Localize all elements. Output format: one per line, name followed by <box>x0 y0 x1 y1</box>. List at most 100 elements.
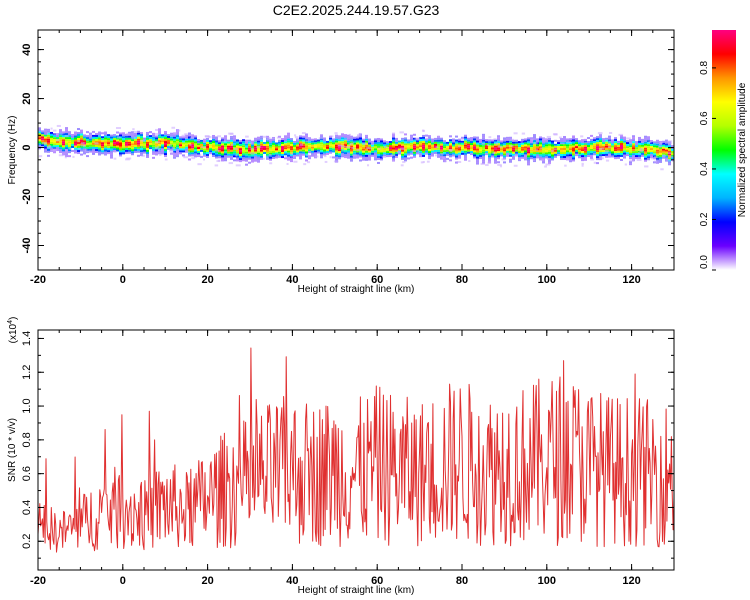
heatmap-speck <box>441 156 445 159</box>
heatmap-cell <box>68 139 71 142</box>
heatmap-cell <box>221 141 224 144</box>
heatmap-cell <box>422 138 425 141</box>
heatmap-cell <box>245 147 248 150</box>
heatmap-cell <box>341 147 344 150</box>
heatmap-cell <box>329 147 332 150</box>
heatmap-cell <box>404 153 407 156</box>
heatmap-cell <box>338 147 341 150</box>
heatmap-speck <box>157 148 161 151</box>
heatmap-cell <box>248 143 251 146</box>
heatmap-speck <box>593 161 597 164</box>
heatmap-cell <box>599 138 602 141</box>
heatmap-cell <box>428 139 431 142</box>
heatmap-cell <box>245 163 248 166</box>
heatmap-cell <box>38 133 41 136</box>
heatmap-cell <box>62 135 65 138</box>
heatmap-cell <box>548 153 551 156</box>
heatmap-speck <box>513 132 518 135</box>
heatmap-cell <box>212 142 215 145</box>
heatmap-cell <box>659 152 662 155</box>
heatmap-cell <box>650 144 653 147</box>
heatmap-cell <box>437 149 440 152</box>
heatmap-cell <box>101 150 104 153</box>
heatmap-cell <box>158 136 161 139</box>
heatmap-cell <box>383 154 386 157</box>
heatmap-cell <box>149 145 152 148</box>
heatmap-cell <box>518 153 521 156</box>
heatmap-cell <box>653 153 656 156</box>
heatmap-speck <box>566 140 572 143</box>
heatmap-cell <box>104 147 107 150</box>
heatmap-speck <box>392 159 395 162</box>
heatmap-cell <box>368 152 371 155</box>
heatmap-cell <box>323 147 326 150</box>
x-tick-label: 80 <box>456 575 468 587</box>
heatmap-cell <box>62 147 65 150</box>
heatmap-cell <box>236 159 239 162</box>
heatmap-cell <box>230 151 233 154</box>
heatmap-cell <box>572 157 575 160</box>
heatmap-cell <box>365 148 368 151</box>
heatmap-cell <box>146 149 149 152</box>
heatmap-cell <box>437 153 440 156</box>
heatmap-cell <box>203 138 206 141</box>
heatmap-cell <box>278 141 281 144</box>
heatmap-cell <box>518 155 521 158</box>
heatmap-cell <box>326 150 329 153</box>
heatmap-cell <box>623 146 626 149</box>
heatmap-cell <box>248 149 251 152</box>
heatmap-cell <box>413 147 416 150</box>
heatmap-speck <box>113 157 117 160</box>
heatmap-speck <box>468 160 471 163</box>
heatmap-cell <box>512 141 515 144</box>
heatmap-cell <box>569 142 572 145</box>
heatmap-speck <box>546 157 550 160</box>
heatmap-cell <box>281 154 284 157</box>
heatmap-cell <box>476 140 479 143</box>
heatmap-cell <box>131 145 134 148</box>
heatmap-cell <box>638 156 641 159</box>
heatmap-cell <box>482 149 485 152</box>
heatmap-cell <box>410 138 413 141</box>
heatmap-cell <box>191 138 194 141</box>
heatmap-cell <box>566 156 569 159</box>
heatmap-cell <box>137 154 140 157</box>
heatmap-speck <box>629 142 633 145</box>
heatmap-cell <box>92 144 95 147</box>
heatmap-cell <box>305 149 308 152</box>
heatmap-cell <box>440 143 443 146</box>
heatmap-cell <box>59 131 62 134</box>
heatmap-cell <box>338 139 341 142</box>
heatmap-cell <box>539 136 542 139</box>
heatmap-cell <box>536 144 539 147</box>
heatmap-cell <box>80 137 83 140</box>
heatmap-cell <box>206 145 209 148</box>
heatmap-cell <box>152 146 155 149</box>
heatmap-cell <box>506 142 509 145</box>
heatmap-cell <box>461 148 464 151</box>
heatmap-speck <box>157 145 160 148</box>
heatmap-cell <box>164 133 167 136</box>
heatmap-cell <box>392 149 395 152</box>
heatmap-speck <box>228 162 234 165</box>
heatmap-cell <box>38 141 41 144</box>
heatmap-cell <box>290 146 293 149</box>
heatmap-speck <box>351 147 355 150</box>
heatmap-cell <box>89 134 92 137</box>
heatmap-cell <box>515 151 518 154</box>
heatmap-cell <box>584 142 587 145</box>
heatmap-cell <box>224 137 227 140</box>
heatmap-cell <box>83 138 86 141</box>
heatmap-cell <box>50 139 53 142</box>
heatmap-cell <box>473 140 476 143</box>
heatmap-cell <box>323 137 326 140</box>
heatmap-cell <box>71 133 74 136</box>
x-tick-label: 20 <box>201 575 213 587</box>
heatmap-cell <box>374 146 377 149</box>
heatmap-cell <box>356 136 359 139</box>
heatmap-cell <box>443 144 446 147</box>
heatmap-cell <box>557 146 560 149</box>
heatmap-cell <box>644 155 647 158</box>
heatmap-cell <box>107 148 110 151</box>
heatmap-cell <box>179 140 182 143</box>
